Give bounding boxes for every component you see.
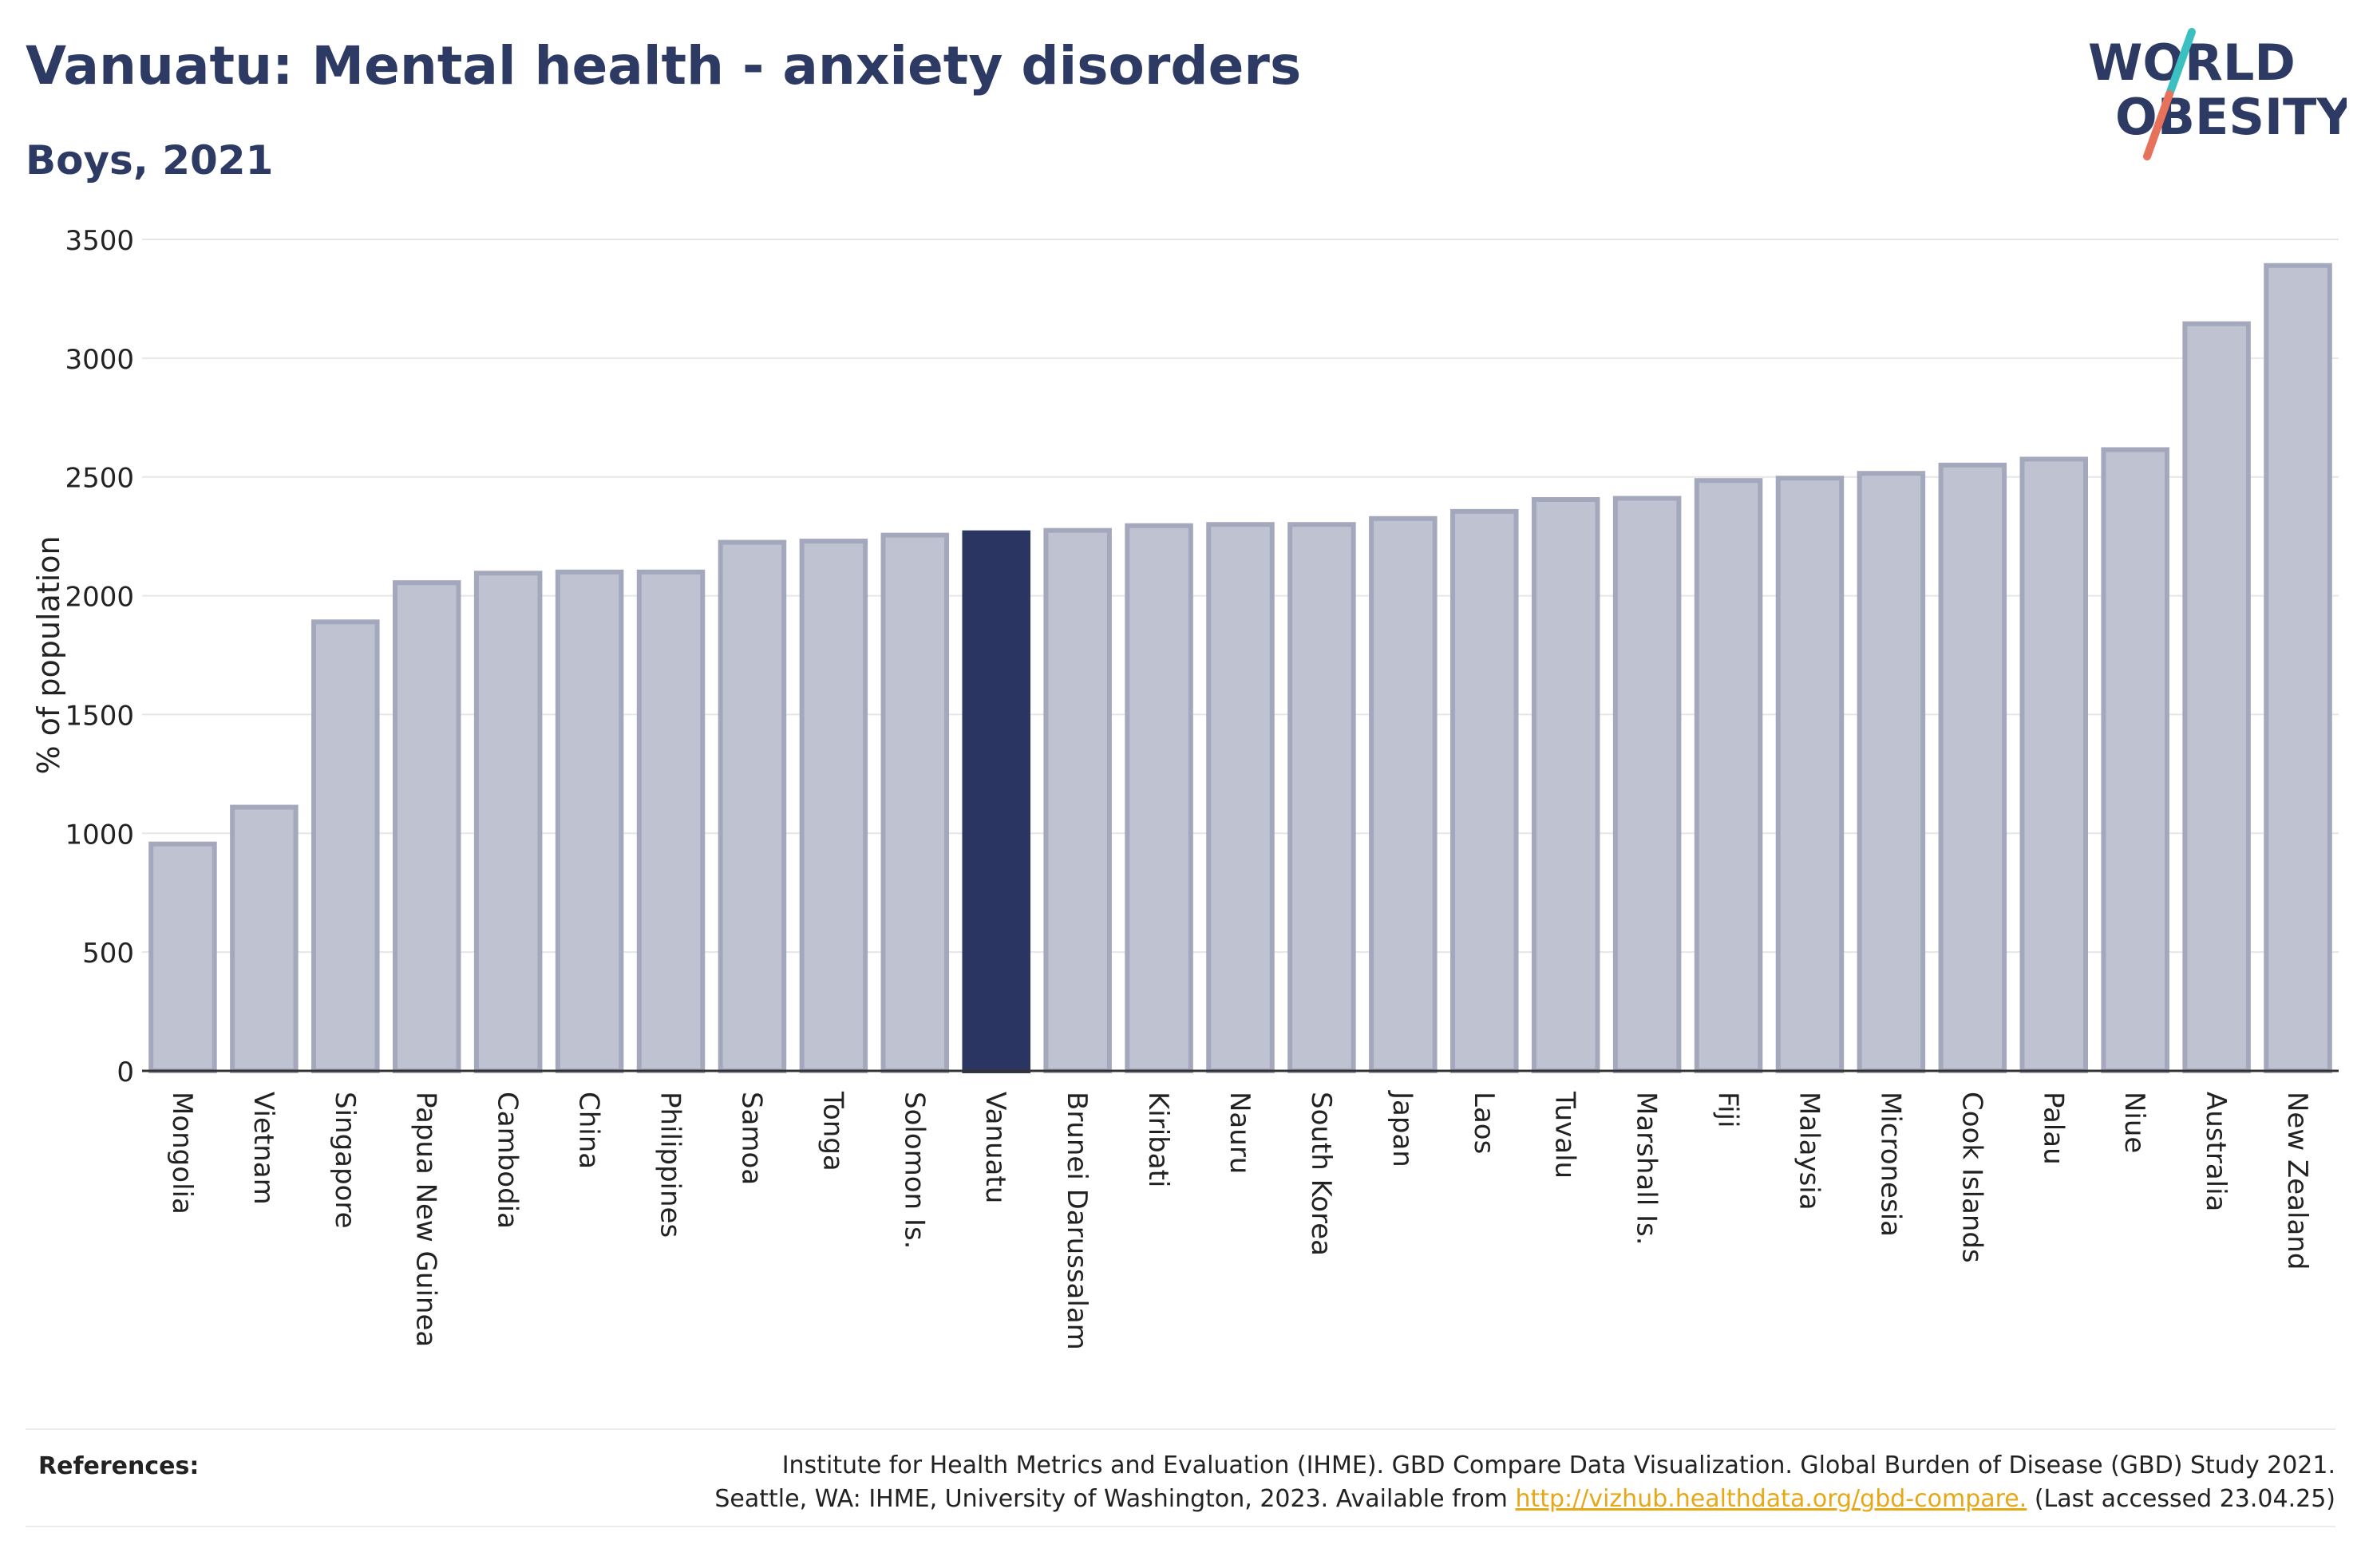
x-tick-label: New Zealand (2281, 1092, 2313, 1270)
bar-solomon-is (880, 532, 950, 1073)
bar-vietnam (230, 804, 299, 1074)
y-tick-label: 3500 (65, 225, 134, 257)
x-tick-label: Micronesia (1874, 1092, 1906, 1237)
x-tick-label: Samoa (735, 1092, 767, 1185)
x-tick-label: Singapore (329, 1092, 361, 1229)
bar-tuvalu (1531, 496, 1600, 1073)
bar-brunei-darussalam (1043, 527, 1112, 1073)
y-axis-ticks: 0 500 1000 1500 2000 2500 3000 3500 (65, 225, 134, 1088)
references-line-1: Institute for Health Metrics and Evaluat… (781, 1451, 2335, 1479)
x-tick-label: Laos (1468, 1092, 1500, 1154)
bar-south-korea (1287, 522, 1356, 1073)
x-tick-label: Nauru (1224, 1092, 1256, 1174)
x-tick-label: Tonga (817, 1091, 848, 1171)
bar-singapore (311, 619, 380, 1073)
logo-slash-top (2165, 28, 2196, 98)
bar-palau (2019, 456, 2089, 1073)
x-tick-label: Papua New Guinea (410, 1092, 442, 1347)
x-tick-label: Palau (2037, 1092, 2069, 1165)
x-tick-label: South Korea (1305, 1092, 1337, 1256)
bar-micronesia (1857, 471, 1926, 1073)
bar-marshall-is (1612, 496, 1682, 1073)
x-tick-label: Japan (1386, 1090, 1418, 1167)
bar-kiribati (1125, 523, 1193, 1073)
references-label: References: (38, 1452, 200, 1480)
x-tick-label: Philippines (655, 1092, 686, 1238)
y-tick-label: 500 (82, 938, 134, 970)
bar-cambodia (473, 571, 543, 1073)
y-axis-label: % of population (31, 535, 66, 774)
bar-chart: 0 500 1000 1500 2000 2500 3000 3500 Mongolia Vie… (31, 225, 2339, 1350)
bar-tonga (799, 539, 868, 1073)
x-tick-label: Brunei Darussalam (1061, 1092, 1093, 1350)
x-tick-label: Cambodia (492, 1092, 524, 1229)
logo-slash-bottom (2143, 90, 2173, 160)
references-line-2: Seattle, WA: IHME, University of Washing… (714, 1483, 2335, 1516)
bar-cook-islands (1938, 462, 2007, 1073)
bar-mongolia (148, 841, 217, 1073)
bar-vanuatu (962, 530, 1030, 1073)
y-tick-label: 1500 (65, 700, 134, 732)
x-tick-label: China (573, 1092, 605, 1169)
references-panel: References: Institute for Health Metrics… (26, 1428, 2335, 1527)
bar-new-zealand (2264, 263, 2332, 1073)
bar-fiji (1694, 478, 1763, 1073)
x-tick-label: Niue (2118, 1092, 2150, 1153)
bar-niue (2101, 447, 2169, 1073)
chart-subtitle: Boys, 2021 (26, 137, 274, 184)
references-text: Institute for Health Metrics and Evaluat… (714, 1449, 2335, 1516)
x-tick-label: Australia (2200, 1092, 2232, 1211)
x-axis-tick-labels: Mongolia Vietnam Singapore Papua New Guinea… (166, 1090, 2313, 1350)
y-tick-label: 0 (117, 1057, 134, 1088)
y-tick-label: 1000 (65, 819, 134, 851)
bar-samoa (718, 539, 787, 1073)
bar-laos (1450, 508, 1519, 1073)
chart-title: Vanuatu: Mental health - anxiety disorde… (26, 35, 1302, 97)
y-tick-label: 3000 (65, 344, 134, 376)
x-tick-label: Marshall Is. (1631, 1092, 1663, 1246)
bar-malaysia (1775, 476, 1845, 1073)
bar-japan (1369, 515, 1438, 1073)
references-line-2-suffix: (Last accessed 23.04.25) (2027, 1485, 2335, 1513)
references-line-2-prefix: Seattle, WA: IHME, University of Washing… (714, 1485, 1516, 1513)
bars (148, 263, 2332, 1074)
bar-philippines (636, 569, 706, 1073)
bar-australia (2182, 321, 2251, 1073)
x-tick-label: Tuvalu (1549, 1091, 1581, 1179)
world-obesity-logo: WORLD OBESITY (2088, 28, 2347, 160)
references-link[interactable]: http://vizhub.healthdata.org/gbd-compare… (1515, 1485, 2027, 1513)
x-tick-label: Kiribati (1142, 1092, 1174, 1187)
x-tick-label: Vietnam (247, 1092, 279, 1205)
x-tick-label: Solomon Is. (898, 1092, 930, 1249)
bar-papua-new-guinea (392, 580, 461, 1073)
x-tick-label: Fiji (1712, 1092, 1744, 1128)
bar-nauru (1206, 522, 1275, 1073)
y-tick-label: 2000 (65, 582, 134, 614)
x-tick-label: Vanuatu (979, 1092, 1011, 1203)
x-tick-label: Malaysia (1793, 1092, 1825, 1211)
y-tick-label: 2500 (65, 463, 134, 495)
x-tick-label: Cook Islands (1956, 1092, 1987, 1263)
x-tick-label: Mongolia (166, 1092, 198, 1215)
bar-china (555, 569, 624, 1073)
